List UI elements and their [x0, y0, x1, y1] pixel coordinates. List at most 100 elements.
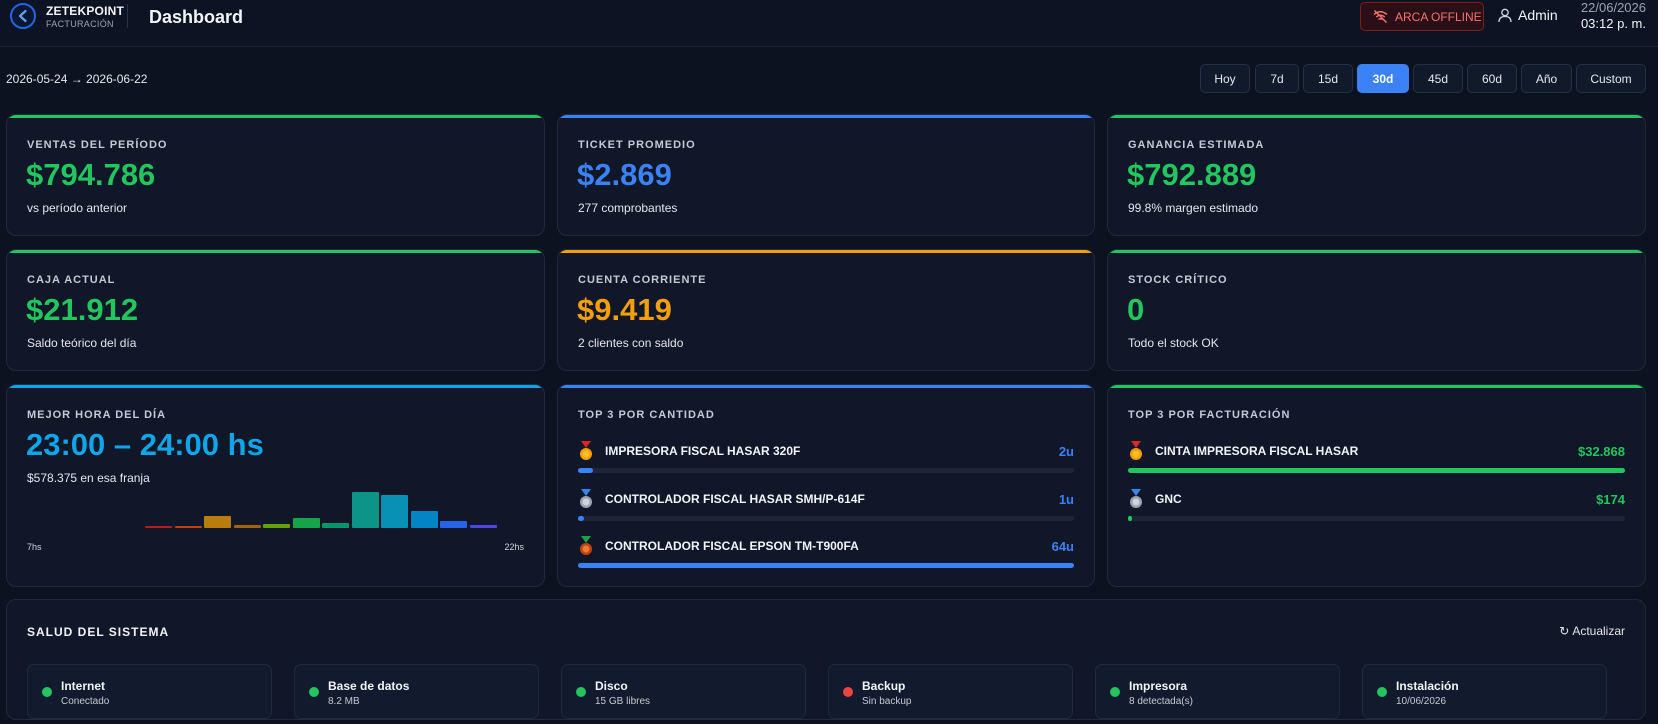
- top3-item-bar-track: [1128, 468, 1625, 473]
- top3-billing-card: TOP 3 POR FACTURACIÓN CINTA IMPRESORA FI…: [1107, 384, 1646, 587]
- card-accent: [7, 250, 544, 253]
- health-item-name: Disco: [595, 679, 628, 693]
- status-dot: [1110, 687, 1120, 697]
- range-button-custom[interactable]: Custom: [1576, 64, 1646, 93]
- top3-qty-item[interactable]: CONTROLADOR FISCAL EPSON TM-T900FA 64u: [578, 536, 1074, 568]
- datetime: 22/06/2026 03:12 p. m.: [1581, 0, 1646, 31]
- status-dot: [309, 687, 319, 697]
- top3-qty-item[interactable]: CONTROLADOR FISCAL HASAR SMH/P-614F 1u: [578, 489, 1074, 521]
- kpi-value: $9.419: [577, 292, 672, 327]
- health-item-installation[interactable]: Instalación 10/06/2026: [1362, 664, 1607, 719]
- top3-item-bar-track: [578, 468, 1074, 473]
- top3-billing-item[interactable]: GNC $174: [1128, 489, 1625, 521]
- user-icon: [1498, 8, 1512, 22]
- health-item-status: Sin backup: [862, 696, 912, 707]
- kpi-value: $792.889: [1127, 157, 1257, 192]
- card-accent: [558, 385, 1094, 388]
- health-item-printer[interactable]: Impresora 8 detectada(s): [1095, 664, 1340, 719]
- top3-billing-item[interactable]: CINTA IMPRESORA FISCAL HASAR $32.868: [1128, 441, 1625, 473]
- gold-medal-icon: [1130, 441, 1142, 460]
- health-item-name: Base de datos: [328, 679, 410, 693]
- kpi-subtext: 277 comprobantes: [578, 201, 678, 215]
- health-item-internet[interactable]: Internet Conectado: [27, 664, 272, 719]
- card-accent: [558, 250, 1094, 253]
- best-hour-value: 23:00 – 24:00 hs: [26, 427, 264, 462]
- kpi-label: GANANCIA ESTIMADA: [1128, 139, 1265, 151]
- system-health-panel: SALUD DEL SISTEMA ↻ Actualizar Internet …: [6, 599, 1646, 720]
- date-range-text: 2026-05-24 → 2026-06-22: [6, 72, 148, 86]
- kpi-subtext: 2 clientes con saldo: [578, 336, 684, 350]
- top3-item-name: CONTROLADOR FISCAL HASAR SMH/P-614F: [605, 492, 865, 506]
- top3-item-value: $174: [1596, 492, 1625, 507]
- kpi-value: $2.869: [577, 157, 672, 192]
- health-item-status: 8.2 MB: [328, 696, 360, 707]
- kpi-label: VENTAS DEL PERÍODO: [27, 139, 168, 151]
- health-item-database[interactable]: Base de datos 8.2 MB: [294, 664, 539, 719]
- refresh-button[interactable]: ↻ Actualizar: [1559, 624, 1625, 638]
- top3-item-name: IMPRESORA FISCAL HASAR 320F: [605, 444, 801, 458]
- top3-item-bar-fill: [1128, 516, 1132, 521]
- top3-item-value: 2u: [1058, 444, 1074, 459]
- health-item-status: 8 detectada(s): [1129, 696, 1193, 707]
- card-accent: [1108, 385, 1645, 388]
- card-accent: [7, 115, 544, 118]
- kpi-card-cuenta-corriente: CUENTA CORRIENTE $9.419 2 clientes con s…: [557, 249, 1095, 371]
- top3-item-bar-fill: [578, 516, 585, 521]
- hour-bar: [263, 524, 290, 528]
- health-item-backup[interactable]: Backup Sin backup: [828, 664, 1073, 719]
- top3-item-bar-fill: [1128, 468, 1625, 473]
- kpi-value: $21.912: [26, 292, 139, 327]
- kpi-label: STOCK CRÍTICO: [1128, 274, 1228, 286]
- hour-chart: [7, 385, 544, 586]
- status-dot: [1377, 687, 1387, 697]
- range-button-30d[interactable]: 30d: [1357, 64, 1409, 93]
- arca-status-badge[interactable]: ARCA OFFLINE: [1360, 2, 1484, 31]
- range-button-45d[interactable]: 45d: [1413, 64, 1463, 93]
- health-item-status: 15 GB libres: [595, 696, 651, 707]
- kpi-card-ticket-promedio: TICKET PROMEDIO $2.869 277 comprobantes: [557, 114, 1095, 236]
- top3-item-bar-fill: [578, 468, 593, 473]
- hour-bar: [351, 492, 379, 528]
- health-item-name: Backup: [862, 679, 906, 693]
- kpi-card-ganancia: GANANCIA ESTIMADA $792.889 99.8% margen …: [1107, 114, 1646, 236]
- top3-qty-card: TOP 3 POR CANTIDAD IMPRESORA FISCAL HASA…: [557, 384, 1095, 587]
- health-item-status: Conectado: [61, 696, 110, 707]
- card-accent: [1108, 115, 1645, 118]
- user-menu[interactable]: Admin: [1498, 7, 1558, 23]
- kpi-subtext: 99.8% margen estimado: [1128, 201, 1259, 215]
- kpi-label: TICKET PROMEDIO: [578, 139, 696, 151]
- kpi-card-caja: CAJA ACTUAL $21.912 Saldo teórico del dí…: [6, 249, 545, 371]
- status-dot: [42, 687, 52, 697]
- top3-qty-item[interactable]: IMPRESORA FISCAL HASAR 320F 2u: [578, 441, 1074, 473]
- health-item-disk[interactable]: Disco 15 GB libres: [561, 664, 806, 719]
- silver-medal-icon: [580, 489, 592, 508]
- top3-item-name: CINTA IMPRESORA FISCAL HASAR: [1155, 444, 1359, 458]
- range-button-15d[interactable]: 15d: [1303, 64, 1353, 93]
- gold-medal-icon: [580, 441, 592, 460]
- health-item-name: Internet: [61, 679, 106, 693]
- card-accent: [1108, 250, 1645, 253]
- status-dot: [843, 687, 853, 697]
- best-hour-label: MEJOR HORA DEL DÍA: [27, 409, 167, 421]
- hour-bar: [145, 526, 172, 528]
- range-button-60d[interactable]: 60d: [1467, 64, 1517, 93]
- best-hour-card: MEJOR HORA DEL DÍA 23:00 – 24:00 hs $578…: [6, 384, 545, 587]
- range-button-ano[interactable]: Año: [1521, 64, 1572, 93]
- kpi-label: CUENTA CORRIENTE: [578, 274, 707, 286]
- kpi-card-stock-critico: STOCK CRÍTICO 0 Todo el stock OK: [1107, 249, 1646, 371]
- top3-item-bar-fill: [578, 563, 1074, 568]
- top3-billing-label: TOP 3 POR FACTURACIÓN: [1128, 409, 1291, 421]
- range-button-hoy[interactable]: Hoy: [1200, 64, 1250, 93]
- kpi-value: $794.786: [26, 157, 156, 192]
- hour-axis-end: 22hs: [504, 542, 524, 552]
- health-item-name: Impresora: [1129, 679, 1188, 693]
- user-name: Admin: [1518, 7, 1558, 23]
- hour-bar: [174, 526, 202, 528]
- status-dot: [576, 687, 586, 697]
- top3-qty-label: TOP 3 POR CANTIDAD: [578, 409, 715, 421]
- hour-bar: [469, 525, 497, 528]
- hour-bar: [410, 511, 438, 528]
- top3-item-bar-track: [578, 563, 1074, 568]
- health-item-name: Instalación: [1396, 679, 1459, 693]
- range-button-7d[interactable]: 7d: [1255, 64, 1299, 93]
